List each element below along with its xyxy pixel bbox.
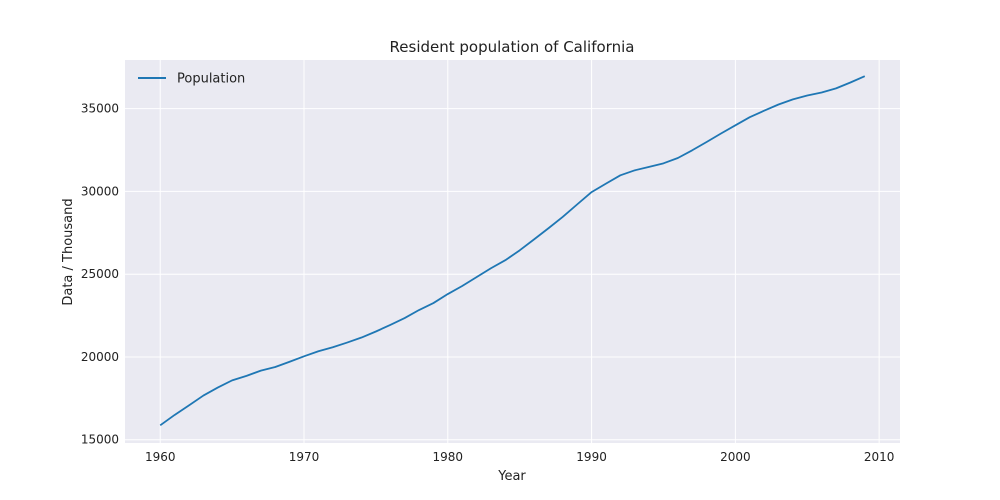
series-line-population	[159, 75, 866, 427]
x-tick-label-2010: 2010	[864, 450, 895, 464]
x-tick-label-1970: 1970	[289, 450, 320, 464]
y-axis-label: Data / Thousand	[61, 198, 76, 305]
y-tick-label-25000: 25000	[81, 267, 119, 281]
series-group	[159, 75, 866, 427]
y-axis-ticks: 15000 20000 25000 30000 35000	[81, 102, 119, 447]
y-tick-label-30000: 30000	[81, 184, 119, 198]
x-axis-label: Year	[497, 469, 526, 484]
x-tick-label-1990: 1990	[576, 450, 607, 464]
y-tick-label-20000: 20000	[81, 350, 119, 364]
grid-lines	[125, 60, 900, 443]
x-tick-label-1980: 1980	[433, 450, 464, 464]
y-tick-label-35000: 35000	[81, 102, 119, 116]
legend-label-population: Population	[177, 72, 245, 87]
legend: Population	[138, 72, 245, 87]
plot-area	[125, 60, 900, 443]
y-tick-label-15000: 15000	[81, 433, 119, 447]
x-axis-ticks: 1960 1970 1980 1990 2000 2010	[145, 450, 894, 464]
x-tick-label-1960: 1960	[145, 450, 176, 464]
chart-title: Resident population of California	[390, 38, 635, 56]
x-tick-label-2000: 2000	[720, 450, 751, 464]
